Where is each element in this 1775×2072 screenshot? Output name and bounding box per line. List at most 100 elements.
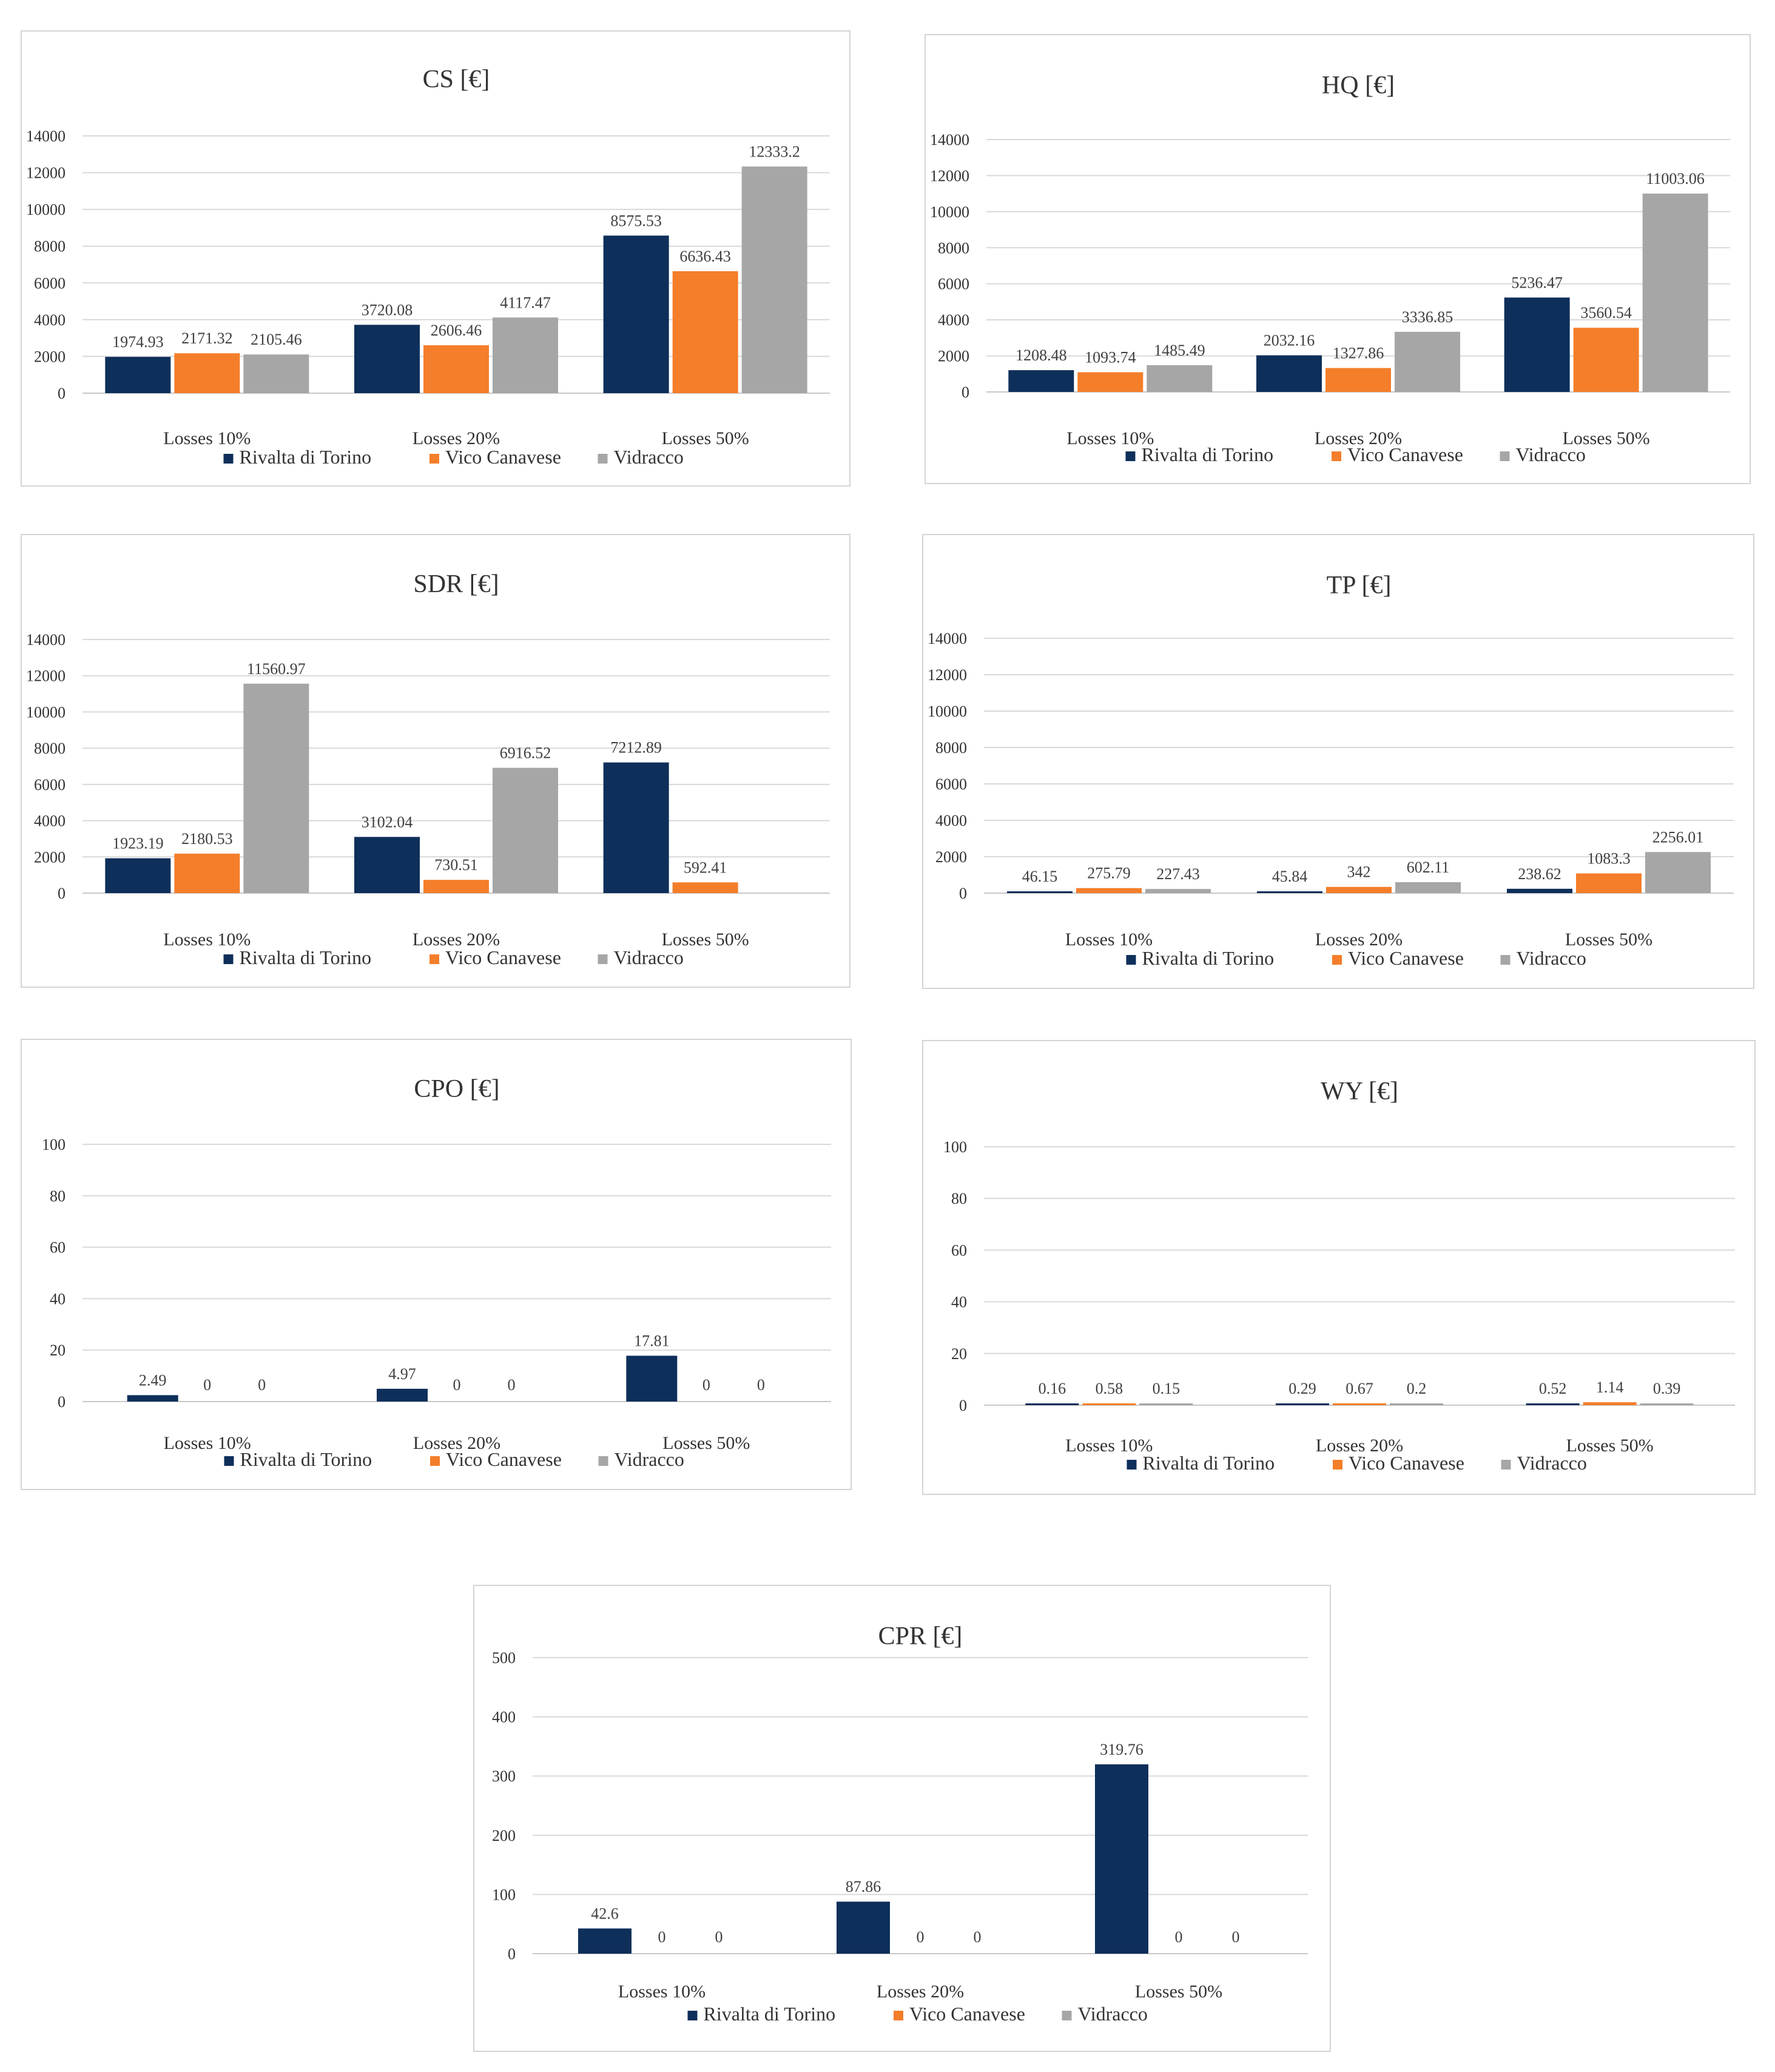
data-label: 319.76 <box>1100 1741 1143 1758</box>
legend-label: Vico Canavese <box>909 2003 1025 2025</box>
legend-swatch-vidracco <box>1062 2011 1072 2020</box>
bar-rivalta-di-torino <box>603 762 669 893</box>
y-tick-label: 6000 <box>935 775 967 793</box>
legend-label: Vico Canavese <box>1347 444 1463 465</box>
legend-swatch-vidracco <box>1501 1460 1511 1470</box>
legend-swatch-vidracco <box>598 1456 608 1466</box>
bar-rivalta-di-torino <box>837 1902 890 1954</box>
chart-panel-cpr: CPR [€] 0 100 200 300 400 500 Losses 10% 42.6 0 0 L… <box>473 1585 1331 2052</box>
bar-vidracco <box>243 354 309 393</box>
data-label: 8575.53 <box>610 212 662 229</box>
x-category-label: Losses 50% <box>1563 428 1650 448</box>
y-tick-label: 100 <box>42 1136 66 1153</box>
bar-vico-canavese <box>423 880 489 893</box>
data-label: 46.15 <box>1022 868 1058 885</box>
chart-svg: CPR [€] 0 100 200 300 400 500 Losses 10% 42.6 0 0 L… <box>492 1622 1308 2025</box>
bar-vidracco <box>1642 194 1708 392</box>
data-label: 0 <box>917 1928 925 1946</box>
legend-label: Rivalta di Torino <box>240 947 372 968</box>
y-tick-label: 100 <box>943 1138 967 1156</box>
bar-rivalta-di-torino <box>578 1928 632 1954</box>
data-label: 0 <box>1175 1928 1183 1946</box>
legend-label: Vico Canavese <box>445 947 561 968</box>
data-label: 3336.85 <box>1402 308 1453 326</box>
chart-panel-wy: WY [€] 0 20 40 60 80 100 Losses 10% 0.16 0.58 0.15… <box>922 1040 1756 1495</box>
data-label: 4117.47 <box>500 294 551 311</box>
data-label: 1923.19 <box>112 835 164 852</box>
chart-panel-tp: TP [€] 0 2000 4000 6000 8000 10000 12000 14000 Lo… <box>922 534 1754 989</box>
bar-rivalta-di-torino <box>1526 1403 1580 1405</box>
legend: Rivalta di Torino Vico Canavese Vidracco <box>1127 1452 1587 1474</box>
chart-title: CPO [€] <box>414 1075 499 1103</box>
chart-title: TP [€] <box>1327 572 1392 599</box>
y-tick-label: 2000 <box>938 348 969 365</box>
bar-vico-canavese <box>1077 372 1143 392</box>
data-label: 1208.48 <box>1015 346 1067 364</box>
data-label: 87.86 <box>846 1878 881 1895</box>
data-label: 1974.93 <box>112 333 164 351</box>
chart-panel-sdr: SDR [€] 0 2000 4000 6000 8000 10000 12000 14000 L… <box>21 534 850 988</box>
data-label: 6916.52 <box>500 744 551 761</box>
legend-label: Vidracco <box>1516 444 1586 465</box>
data-label: 0 <box>1232 1928 1240 1946</box>
legend: Rivalta di Torino Vico Canavese Vidracco <box>1126 947 1586 969</box>
data-label: 2180.53 <box>181 830 233 848</box>
bar-rivalta-di-torino <box>354 325 420 393</box>
y-tick-label: 6000 <box>34 274 66 292</box>
legend-label: Vico Canavese <box>1349 1452 1464 1474</box>
bar-rivalta-di-torino <box>1007 891 1073 893</box>
x-category-label: Losses 50% <box>1565 930 1652 950</box>
bar-rivalta-di-torino <box>354 837 420 893</box>
data-label: 0 <box>974 1928 982 1946</box>
y-tick-label: 80 <box>50 1187 66 1205</box>
y-tick-label: 60 <box>951 1241 967 1259</box>
bar-rivalta-di-torino <box>626 1355 678 1402</box>
data-label: 42.6 <box>591 1905 619 1922</box>
y-tick-label: 12000 <box>26 164 66 182</box>
data-label: 0 <box>757 1376 765 1394</box>
y-tick-label: 0 <box>959 885 967 902</box>
bar-vico-canavese <box>1333 1403 1386 1405</box>
chart-title: CS [€] <box>423 66 490 93</box>
y-tick-label: 14000 <box>26 127 66 145</box>
data-label: 0 <box>508 1376 516 1394</box>
y-tick-label: 14000 <box>928 630 967 647</box>
data-label: 0 <box>203 1376 211 1394</box>
bar-vidracco <box>741 166 807 393</box>
data-label: 0.15 <box>1153 1380 1181 1397</box>
y-tick-label: 2000 <box>34 348 66 365</box>
data-label: 11003.06 <box>1646 170 1705 187</box>
chart-svg: SDR [€] 0 2000 4000 6000 8000 10000 12000 14000 L… <box>26 570 830 968</box>
legend-label: Rivalta di Torino <box>1143 1452 1275 1474</box>
legend-swatch-vico-canavese <box>1333 1460 1342 1470</box>
bar-vidracco <box>1147 365 1213 392</box>
data-label: 227.43 <box>1156 865 1200 883</box>
x-category-label: Losses 20% <box>413 930 500 950</box>
y-tick-label: 400 <box>492 1709 516 1726</box>
bar-rivalta-di-torino <box>1507 888 1572 893</box>
x-category-label: Losses 10% <box>1066 428 1154 448</box>
bar-rivalta-di-torino <box>603 235 669 393</box>
x-category-label: Losses 20% <box>877 1982 964 2002</box>
legend-label: Vico Canavese <box>1348 947 1464 969</box>
data-label: 592.41 <box>684 859 727 876</box>
legend-label: Rivalta di Torino <box>240 1448 372 1470</box>
y-tick-label: 300 <box>492 1767 516 1785</box>
legend-swatch-vico-canavese <box>894 2011 903 2020</box>
legend-label: Vidracco <box>1517 947 1586 969</box>
y-tick-label: 10000 <box>928 703 967 720</box>
chart-panel-cs: CS [€] 0 2000 4000 6000 8000 10000 12000 14000 Lo… <box>21 30 850 487</box>
legend: Rivalta di Torino Vico Canavese Vidracco <box>223 446 684 468</box>
y-tick-label: 200 <box>492 1827 516 1844</box>
y-tick-label: 60 <box>50 1239 66 1257</box>
chart-svg: HQ [€] 0 2000 4000 6000 8000 10000 12000 14000 Lo… <box>930 72 1730 465</box>
legend-swatch-vidracco <box>598 954 608 964</box>
legend-swatch-vidracco <box>1500 451 1510 461</box>
data-label: 342 <box>1347 863 1371 881</box>
y-tick-label: 0 <box>508 1945 516 1963</box>
y-tick-label: 500 <box>492 1649 516 1667</box>
y-tick-label: 80 <box>951 1190 967 1207</box>
legend-swatch-rivalta-di-torino <box>1126 955 1136 965</box>
data-label: 11560.97 <box>247 660 306 678</box>
y-tick-label: 0 <box>58 1393 66 1411</box>
